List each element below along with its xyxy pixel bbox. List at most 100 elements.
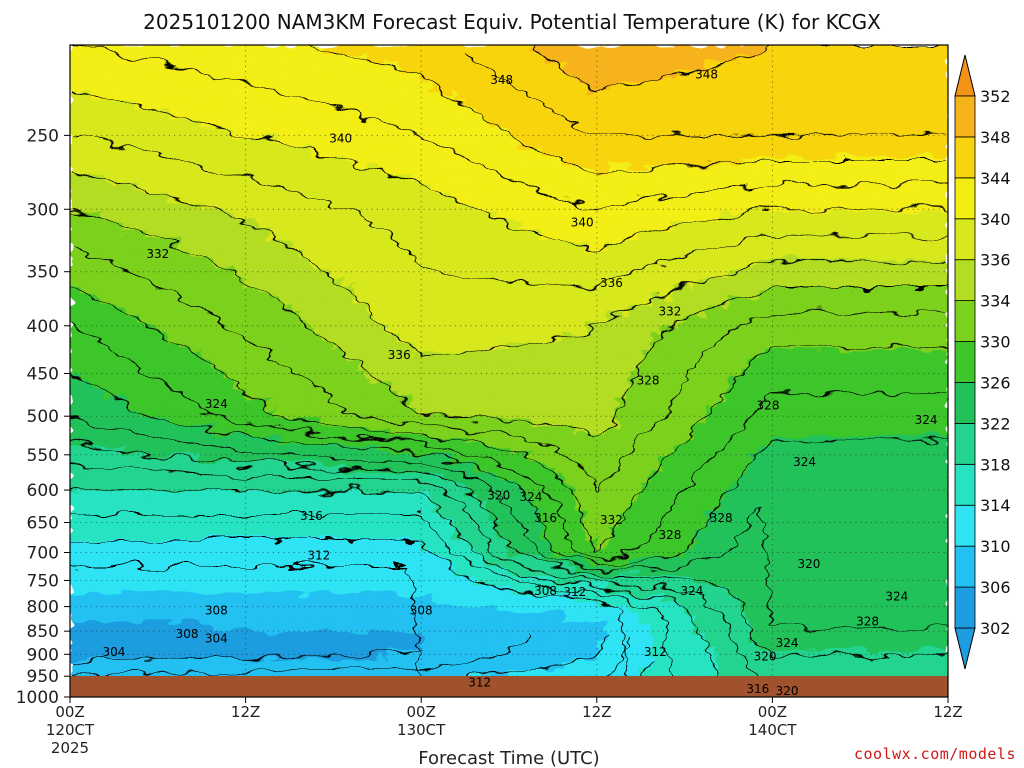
field-cell <box>266 426 280 437</box>
field-cell <box>234 118 247 130</box>
field-cell <box>299 314 313 325</box>
field-cell <box>135 417 148 428</box>
field-cell <box>497 398 510 409</box>
field-cell <box>332 53 345 65</box>
field-cell <box>804 212 817 223</box>
field-cell <box>585 547 598 558</box>
field-cell <box>409 156 422 167</box>
field-cell <box>256 398 269 409</box>
field-cell <box>771 91 784 102</box>
field-cell <box>695 100 708 111</box>
field-cell <box>420 128 433 139</box>
field-cell <box>508 500 521 512</box>
field-cell <box>277 370 291 381</box>
field-cell <box>848 63 861 74</box>
field-cell <box>738 575 752 586</box>
field-cell <box>420 267 433 279</box>
field-cell <box>727 566 741 577</box>
field-cell <box>91 528 104 540</box>
field-cell <box>223 91 236 102</box>
field-cell <box>618 519 631 530</box>
field-cell <box>596 53 609 65</box>
field-cell <box>453 174 466 186</box>
field-cell <box>749 361 762 372</box>
field-cell <box>124 538 137 549</box>
field-cell <box>552 63 565 74</box>
field-cell <box>738 202 752 214</box>
field-cell <box>354 323 367 335</box>
field-cell <box>738 212 752 223</box>
field-cell <box>442 361 455 372</box>
field-cell <box>266 193 280 204</box>
field-cell <box>881 128 894 139</box>
field-cell <box>212 444 225 456</box>
field-cell <box>179 361 192 372</box>
field-cell <box>190 258 203 270</box>
field-cell <box>387 174 400 186</box>
field-cell <box>201 323 214 335</box>
field-cell <box>585 556 598 568</box>
field-cell <box>179 593 192 605</box>
field-cell <box>519 500 532 512</box>
field-cell <box>234 435 247 447</box>
field-cell <box>190 314 203 325</box>
field-cell <box>771 603 784 614</box>
field-cell <box>530 295 543 307</box>
field-cell <box>245 603 258 614</box>
field-cell <box>431 463 444 474</box>
field-cell <box>135 305 148 316</box>
field-cell <box>365 45 378 55</box>
field-cell <box>157 482 170 493</box>
field-cell <box>168 277 181 288</box>
field-cell <box>365 519 378 530</box>
field-cell <box>486 435 499 447</box>
field-cell <box>475 212 488 223</box>
field-cell <box>793 305 806 316</box>
field-cell <box>607 435 620 447</box>
field-cell <box>442 258 455 270</box>
field-cell <box>552 603 565 614</box>
field-cell <box>826 45 839 55</box>
field-cell <box>738 165 752 176</box>
field-cell <box>716 407 730 419</box>
field-cell <box>190 603 203 614</box>
field-cell <box>497 109 510 121</box>
field-cell <box>464 230 477 242</box>
field-cell <box>332 184 345 195</box>
field-cell <box>409 333 422 344</box>
field-cell <box>288 45 302 55</box>
field-cell <box>903 202 916 214</box>
field-cell <box>299 407 313 419</box>
field-cell <box>201 342 214 353</box>
field-cell <box>113 91 126 102</box>
field-cell <box>464 519 477 530</box>
field-cell <box>738 500 752 512</box>
field-cell <box>760 118 773 130</box>
field-cell <box>475 612 488 624</box>
field-cell <box>288 417 302 428</box>
field-cell <box>157 472 170 484</box>
field-cell <box>332 118 345 130</box>
field-cell <box>299 258 313 270</box>
field-cell <box>716 109 730 121</box>
field-cell <box>376 538 389 549</box>
field-cell <box>903 91 916 102</box>
field-cell <box>409 342 422 353</box>
field-cell <box>70 193 82 204</box>
field-cell <box>464 398 477 409</box>
field-cell <box>146 267 159 279</box>
field-cell <box>804 342 817 353</box>
field-cell <box>848 45 861 55</box>
field-cell <box>310 547 323 558</box>
field-cell <box>442 621 455 633</box>
field-cell <box>223 249 236 260</box>
field-cell <box>892 379 905 391</box>
field-cell <box>277 137 291 148</box>
field-cell <box>749 184 762 195</box>
field-cell <box>925 174 938 186</box>
field-cell <box>431 63 444 74</box>
field-cell <box>716 45 730 55</box>
field-cell <box>398 342 411 353</box>
field-cell <box>651 174 664 186</box>
field-cell <box>497 295 510 307</box>
